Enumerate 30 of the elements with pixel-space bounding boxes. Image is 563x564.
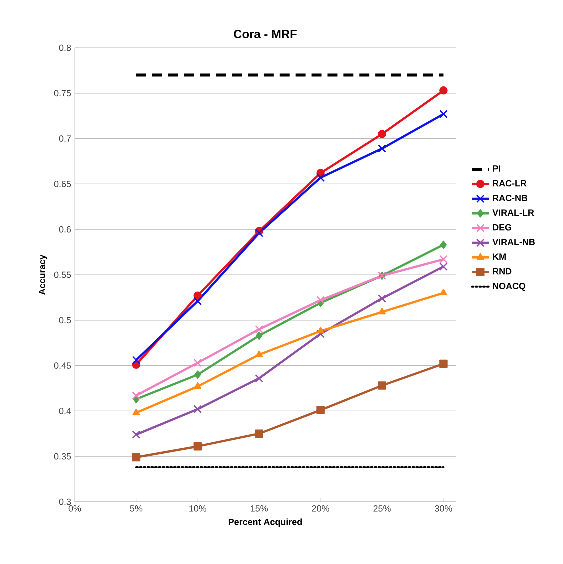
y-tick-label: 0.7 <box>59 136 72 142</box>
legend-label: RND <box>493 268 512 275</box>
y-tick-label: 0.6 <box>59 226 72 233</box>
x-tick-label: 10% <box>190 506 207 512</box>
legend-label: VIRAL-LR <box>492 210 534 216</box>
chart-title: Cora - MRF <box>234 30 297 38</box>
legend-label: VIRAL-NB <box>492 239 536 246</box>
y-tick-label: 0.4 <box>59 408 72 414</box>
legend-label: KM <box>493 254 506 260</box>
x-axis-title: Percent Acquired <box>228 518 302 528</box>
x-tick-label: 25% <box>374 506 391 512</box>
legend-label: RAC-NB <box>493 195 528 202</box>
legend-label: RAC-LR <box>493 180 527 187</box>
y-tick-label: 0.8 <box>59 44 72 52</box>
y-tick-label: 0.45 <box>54 362 72 369</box>
x-tick-label: 15% <box>251 506 268 512</box>
y-tick-label: 0.55 <box>54 272 72 278</box>
x-tick-label: 20% <box>312 506 330 512</box>
legend-label: NOACQ <box>493 283 526 292</box>
y-axis-title: Accuracy <box>39 254 48 295</box>
y-tick-label: 0.5 <box>59 317 72 324</box>
y-tick-label: 0.75 <box>54 90 72 97</box>
legend-label: DEG <box>493 224 512 231</box>
x-tick-label: 0% <box>68 506 82 512</box>
y-tick-label: 0.65 <box>54 181 72 188</box>
x-tick-label: 30% <box>435 506 452 512</box>
y-tick-label: 0.3 <box>59 498 72 506</box>
legend-label: PI <box>493 166 500 172</box>
y-tick-label: 0.35 <box>54 453 72 460</box>
x-tick-label: 5% <box>130 506 143 512</box>
